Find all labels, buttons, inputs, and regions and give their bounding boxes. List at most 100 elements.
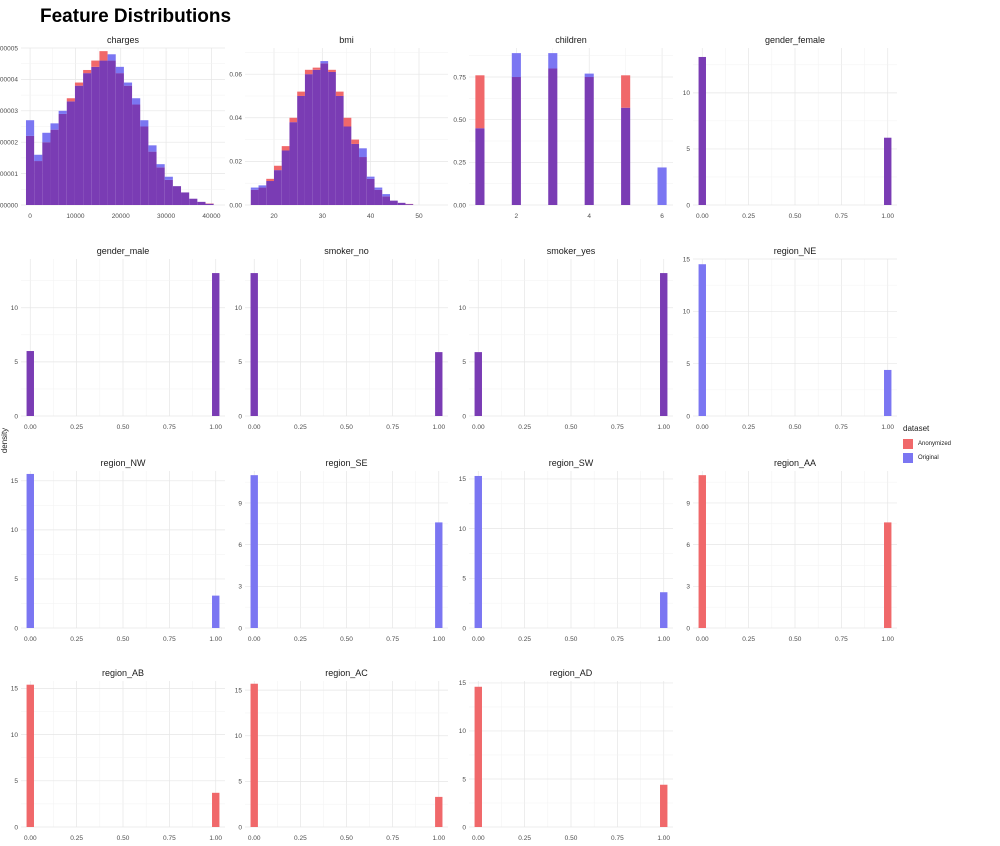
panel-1-bar-original	[366, 176, 375, 179]
panel-11-xtick-label: 0.25	[742, 636, 755, 643]
panel-6-xtick-label: 1.00	[657, 424, 670, 431]
panel-4-xtick-label: 0.25	[70, 424, 83, 431]
panel-9-ytick-label: 6	[238, 542, 242, 549]
panel-13-bar-anonymized	[435, 796, 443, 827]
panel-2-bar-anonymized	[475, 75, 485, 129]
panel-0-bar-overlap	[83, 73, 92, 206]
panel-8-ytick-label: 0	[14, 625, 18, 632]
panel-13-ytick-label: 10	[235, 733, 243, 740]
panel-7-xtick-label: 0.50	[789, 424, 802, 431]
panel-8-title: region_NW	[100, 458, 146, 468]
panel-9-xtick-label: 0.00	[248, 636, 261, 643]
panel-1-bar-overlap	[390, 200, 398, 205]
panel-0-bar-overlap	[205, 203, 214, 205]
panel-0-bar-original	[164, 176, 173, 180]
panel-0-bar-overlap	[197, 201, 206, 205]
panel-1-bar-overlap	[320, 63, 329, 206]
panel-1-bar-overlap	[366, 178, 375, 205]
panel-0-bar-anonymized	[99, 51, 108, 61]
panel-11-ytick-label: 9	[686, 500, 690, 507]
panel-1-bar-overlap	[374, 189, 383, 205]
panel-6-xtick-label: 0.50	[565, 424, 578, 431]
panel-14-ytick-label: 10	[459, 728, 467, 735]
panel-8-xtick-label: 1.00	[209, 636, 222, 643]
panel-3-ytick-label: 10	[683, 90, 691, 97]
panel-5-bar-overlap	[250, 273, 258, 416]
panel-12-bar-anonymized	[212, 792, 220, 827]
panel-11-bar-anonymized	[884, 522, 892, 628]
panel-1-bar-anonymized	[312, 67, 321, 70]
panel-1-bar-original	[250, 187, 259, 190]
panel-0-bar-overlap	[66, 101, 75, 205]
legend: dataset Anonymized Original	[903, 424, 951, 465]
panel-0-bar-original	[42, 132, 51, 143]
panel-9-ytick-label: 9	[238, 500, 242, 507]
panel-13-xtick-label: 0.25	[294, 835, 307, 842]
panel-9-xtick-label: 0.25	[294, 636, 307, 643]
panel-3-xtick-label: 1.00	[881, 213, 894, 220]
panel-9-xtick-label: 0.75	[386, 636, 399, 643]
legend-item-anonymized: Anonymized	[903, 437, 951, 451]
panel-7-bar-original	[884, 369, 892, 416]
panel-1-bar-anonymized	[289, 117, 298, 123]
panel-0-xtick-label: 20000	[112, 213, 130, 220]
panel-14-xtick-label: 1.00	[657, 835, 670, 842]
panel-2-bar-original	[548, 53, 558, 69]
panel-0-bar-overlap	[164, 179, 173, 205]
panel-12-xtick-label: 0.75	[163, 835, 176, 842]
panel-10-xtick-label: 0.25	[518, 636, 531, 643]
panel-2-bar-original	[584, 73, 594, 78]
panel-13-title: region_AC	[325, 668, 368, 678]
panel-1-bar-overlap	[297, 95, 305, 205]
panel-12-xtick-label: 1.00	[209, 835, 222, 842]
panel-1-bar-overlap	[382, 196, 390, 205]
panel-5-bar-overlap	[435, 352, 443, 416]
panel-1-xtick-label: 30	[319, 213, 327, 220]
panel-0-bar-overlap	[123, 85, 133, 205]
panel-11-xtick-label: 0.50	[789, 636, 802, 643]
panel-11-ytick-label: 3	[686, 584, 690, 591]
panel-14-xtick-label: 0.25	[518, 835, 531, 842]
panel-1-bar-anonymized	[274, 165, 282, 171]
panel-4-ytick-label: 5	[14, 359, 18, 366]
panel-3-ytick-label: 5	[686, 146, 690, 153]
panel-10-title: region_SW	[549, 458, 594, 468]
panel-11-bar-anonymized	[698, 475, 706, 628]
panel-5-ytick-label: 0	[238, 413, 242, 420]
panel-0-xtick-label: 40000	[202, 213, 220, 220]
panel-0-xtick-label: 30000	[157, 213, 175, 220]
panel-0-bar-overlap	[34, 161, 43, 205]
panel-1-ytick-label: 0.02	[229, 159, 242, 166]
panel-1-bar-overlap	[289, 122, 298, 205]
panel-1-bar-overlap	[405, 204, 414, 205]
panel-1-bar-overlap	[359, 157, 367, 205]
panel-6-title: smoker_yes	[547, 246, 596, 256]
panel-1-xtick-label: 40	[367, 213, 375, 220]
panel-10-ytick-label: 5	[462, 576, 466, 583]
panel-14-ytick-label: 0	[462, 824, 466, 831]
panel-12-bar-anonymized	[26, 684, 34, 827]
panel-14-bar-anonymized	[474, 686, 482, 827]
panel-6-ytick-label: 10	[459, 305, 467, 312]
panel-0-bar-original	[156, 164, 165, 168]
panel-4-xtick-label: 0.50	[117, 424, 130, 431]
panel-11-xtick-label: 1.00	[881, 636, 894, 643]
legend-label-original: Original	[918, 455, 939, 461]
panel-0-bar-overlap	[189, 198, 198, 205]
panel-6-bar-overlap	[474, 352, 482, 416]
legend-title: dataset	[903, 424, 930, 433]
panel-8-xtick-label: 0.00	[24, 636, 37, 643]
panel-2-ytick-label: 0.75	[453, 74, 466, 81]
panel-4-bar-overlap	[212, 273, 220, 416]
panel-14-xtick-label: 0.75	[611, 835, 624, 842]
legend-label-anonymized: Anonymized	[918, 441, 952, 447]
panel-1-bar-overlap	[274, 170, 282, 205]
panel-1-bar-overlap	[343, 126, 352, 205]
panel-2-bar-overlap	[511, 77, 521, 205]
panel-1-bar-anonymized	[335, 91, 344, 96]
panel-0-ytick-label: 0.00002	[0, 140, 18, 147]
panel-5-xtick-label: 0.75	[386, 424, 399, 431]
panel-0-bar-overlap	[115, 73, 124, 206]
panel-12-xtick-label: 0.25	[70, 835, 83, 842]
